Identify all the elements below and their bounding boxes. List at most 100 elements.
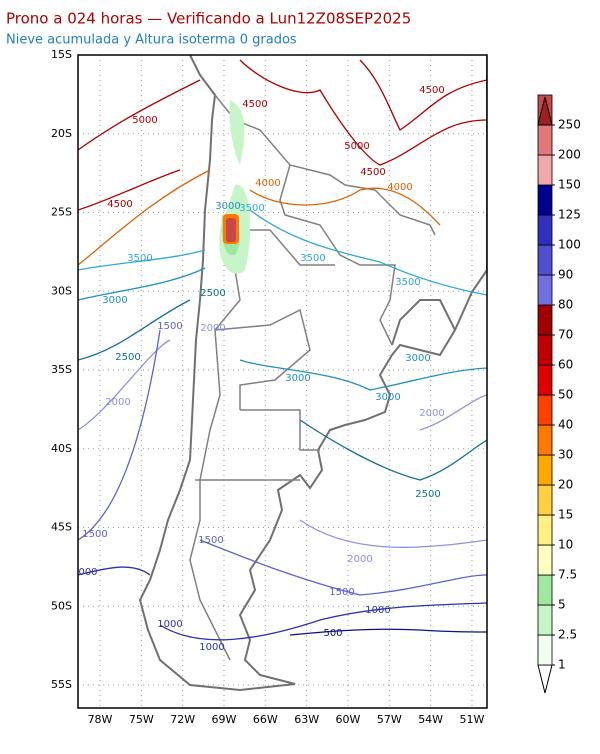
lat-label: 35S xyxy=(51,363,72,376)
colorbar-segment xyxy=(537,244,553,276)
colorbar-segment xyxy=(537,154,553,186)
lon-label: 57W xyxy=(377,713,402,726)
contour-label: 1000 xyxy=(157,619,182,630)
lon-label: 60W xyxy=(336,713,361,726)
colorbar-label: 30 xyxy=(558,448,573,462)
colorbar-label: 90 xyxy=(558,268,573,282)
colorbar-segment xyxy=(537,484,553,516)
contour-label: 3000 xyxy=(405,353,430,364)
colorbar-segment xyxy=(537,634,553,666)
colorbar-label: 150 xyxy=(558,178,581,192)
colorbar-label: 70 xyxy=(558,328,573,342)
colorbar-label: 100 xyxy=(558,238,581,252)
colorbar-label: 125 xyxy=(558,208,581,222)
contour-label: 1000 xyxy=(199,642,224,653)
lat-label: 20S xyxy=(51,127,72,140)
contour-label: 3000 xyxy=(215,201,240,212)
contour-label: 1500 xyxy=(157,321,182,332)
colorbar-under xyxy=(537,664,553,694)
contour-label: 1000 xyxy=(365,605,390,616)
contour-label: 4500 xyxy=(419,85,444,96)
colorbar-segment xyxy=(537,544,553,576)
contour-label: 4500 xyxy=(242,99,267,110)
contour-label: 3500 xyxy=(300,253,325,264)
colorbar-over xyxy=(537,96,553,126)
lon-label: 69W xyxy=(212,713,237,726)
map-frame xyxy=(77,54,488,709)
lon-label: 72W xyxy=(170,713,195,726)
grid xyxy=(78,55,487,708)
contour-label: 000 xyxy=(78,567,97,578)
lon-label: 51W xyxy=(460,713,485,726)
lat-label: 30S xyxy=(51,284,72,297)
contour-label: 1500 xyxy=(82,529,107,540)
contour-label: 3000 xyxy=(285,373,310,384)
snow-field xyxy=(219,100,251,274)
contour-label: 1500 xyxy=(198,535,223,546)
colorbar-label: 80 xyxy=(558,298,573,312)
contours xyxy=(78,59,487,641)
colorbar-label: 20 xyxy=(558,478,573,492)
colorbar-segment xyxy=(537,424,553,456)
contour-label: 2500 xyxy=(200,288,225,299)
contour-label: 3500 xyxy=(239,203,264,214)
contour-label: 3000 xyxy=(375,392,400,403)
colorbar-segment xyxy=(537,124,553,156)
colorbar-segment xyxy=(537,514,553,546)
colorbar-label: 1 xyxy=(558,658,566,672)
colorbar-label: 60 xyxy=(558,358,573,372)
contour-label: 4000 xyxy=(387,182,412,193)
lon-label: 75W xyxy=(129,713,154,726)
lat-label: 50S xyxy=(51,599,72,612)
colorbar-segment xyxy=(537,364,553,396)
lat-label: 55S xyxy=(51,678,72,691)
colorbar-label: 7.5 xyxy=(558,568,577,582)
colorbar-segment xyxy=(537,394,553,426)
colorbar-segment xyxy=(537,454,553,486)
colorbar-label: 50 xyxy=(558,388,573,402)
contour-label: 5000 xyxy=(344,141,369,152)
colorbar-label: 2.5 xyxy=(558,628,577,642)
colorbar-label: 10 xyxy=(558,538,573,552)
colorbar-label: 5 xyxy=(558,598,566,612)
contour-label: 2000 xyxy=(105,397,130,408)
colorbar-segment xyxy=(537,214,553,246)
colorbar-segment xyxy=(537,604,553,636)
contour-label: 3000 xyxy=(102,295,127,306)
colorbar-label: 15 xyxy=(558,508,573,522)
coastline xyxy=(138,55,487,692)
colorbar-segment xyxy=(537,334,553,366)
lat-label: 15S xyxy=(51,48,72,61)
colorbar-segment xyxy=(537,184,553,216)
colorbar: 1 2.5 5 7.5 10 15 20 30 40 50 60 70 80 90 100 125 150 200… xyxy=(537,94,581,694)
contour-label: 4500 xyxy=(107,199,132,210)
lon-label: 78W xyxy=(88,713,113,726)
contour-label: 2500 xyxy=(115,352,140,363)
contour-label: 2500 xyxy=(415,489,440,500)
contour-label: 4000 xyxy=(255,178,280,189)
colorbar-label: 40 xyxy=(558,418,573,432)
colorbar-segment xyxy=(537,574,553,606)
lat-label: 40S xyxy=(51,442,72,455)
contour-label: 1500 xyxy=(329,587,354,598)
lat-label: 25S xyxy=(51,206,72,219)
contour-label: 5000 xyxy=(132,115,157,126)
contour-label: 4500 xyxy=(360,167,385,178)
lon-label: 66W xyxy=(253,713,278,726)
colorbar-label: 250 xyxy=(558,118,581,132)
coastline xyxy=(391,55,487,346)
lon-label: 54W xyxy=(418,713,443,726)
subtitle: Nieve acumulada y Altura isoterma 0 grad… xyxy=(6,33,297,48)
lat-label: 45S xyxy=(51,521,72,534)
lon-label: 63W xyxy=(294,713,319,726)
contour-label: 2000 xyxy=(347,554,372,565)
contour-label: 2000 xyxy=(419,408,444,419)
colorbar-segment xyxy=(537,304,553,336)
colorbar-segment xyxy=(537,274,553,306)
colorbar-label: 200 xyxy=(558,148,581,162)
contour-label: 3500 xyxy=(395,277,420,288)
borders xyxy=(189,94,436,661)
contour-label: 2000 xyxy=(200,323,225,334)
